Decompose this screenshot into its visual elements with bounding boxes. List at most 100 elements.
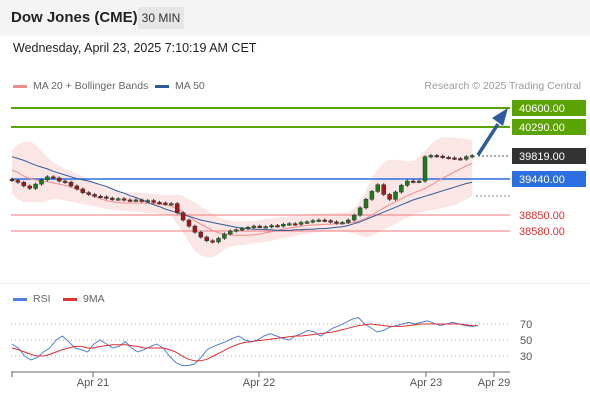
x-axis-label: Apr 22: [243, 377, 275, 389]
price-label: 40600.00: [519, 103, 565, 115]
price-tag: [512, 148, 586, 164]
candle-down: [104, 196, 109, 199]
candle-down: [210, 240, 215, 243]
candle-up: [33, 183, 38, 189]
candle-up: [39, 179, 44, 185]
candle-up: [216, 238, 221, 243]
candle-up: [310, 220, 316, 223]
candle-down: [51, 176, 56, 179]
candle-up: [428, 155, 434, 158]
datetime-label: Wednesday, April 23, 2025 7:10:19 AM CET: [13, 41, 257, 55]
legend-ma20: MA 20 + Bollinger Bands: [13, 80, 148, 92]
timeframe-button[interactable]: 30 MIN: [138, 7, 184, 29]
x-axis-label: Apr 21: [77, 377, 109, 389]
candle-up: [239, 228, 245, 231]
candle-down: [410, 180, 416, 183]
candle-up: [304, 221, 310, 224]
candle-down: [192, 225, 198, 233]
price-tag: [512, 100, 586, 116]
rsi-9ma-line: [11, 323, 478, 362]
rsi-line: [11, 317, 479, 367]
price-label: 39819.00: [519, 151, 565, 163]
candle-down: [80, 188, 86, 193]
candle-up: [375, 184, 381, 192]
candle-up: [422, 156, 428, 182]
candle-down: [322, 219, 327, 222]
candle-down: [86, 192, 91, 195]
candle-down: [98, 196, 103, 199]
price-tag: [512, 119, 586, 135]
candle-up: [169, 203, 174, 206]
price-label: 38850.00: [519, 210, 565, 222]
candle-up: [133, 199, 139, 202]
legend-ma20-label: MA 20 + Bollinger Bands: [33, 80, 149, 92]
candle-down: [186, 219, 192, 227]
candle-up: [316, 219, 322, 222]
candle-up: [393, 191, 398, 200]
candle-down: [9, 178, 15, 181]
candle-down: [381, 184, 386, 195]
price-label: 40290.00: [519, 122, 565, 134]
candle-up: [405, 180, 410, 186]
candle-up: [245, 227, 251, 230]
candle-down: [127, 199, 133, 202]
candle-up: [45, 176, 50, 181]
candle-down: [21, 182, 27, 187]
candle-down: [74, 185, 80, 190]
candle-down: [292, 223, 298, 226]
credit-text: Research © 2025 Trading Central: [424, 80, 581, 92]
candle-down: [458, 158, 463, 161]
candle-down: [157, 202, 162, 205]
price-tag: [512, 171, 586, 187]
candle-down: [446, 157, 451, 160]
header-bar: Dow Jones (CME) 30 MIN: [0, 0, 590, 36]
legend-9ma: 9MA: [63, 293, 105, 305]
legend-rsi: RSI: [13, 293, 51, 305]
candle-down: [110, 197, 115, 200]
candle-up: [269, 225, 274, 228]
bollinger-band-area: [12, 137, 473, 258]
price-label: 38580.00: [519, 226, 565, 238]
candle-up: [357, 207, 363, 216]
price-label: 39440.00: [519, 174, 565, 186]
forecast-arrow-head: [492, 108, 508, 126]
candle-down: [62, 180, 68, 183]
candle-down: [198, 231, 204, 238]
candle-up: [115, 198, 121, 201]
candle-up: [351, 214, 357, 221]
candle-up: [281, 224, 286, 227]
candle-up: [346, 219, 351, 223]
x-axis-label: Apr 23: [410, 377, 442, 389]
candle-up: [369, 191, 375, 200]
candle-up: [228, 230, 233, 235]
legend-9ma-label: 9MA: [83, 293, 105, 305]
candle-down: [121, 198, 127, 201]
candle-up: [416, 180, 422, 183]
candle-down: [334, 221, 339, 224]
candle-down: [163, 202, 168, 205]
legend-rsi-label: RSI: [33, 293, 51, 305]
candle-down: [92, 194, 97, 197]
ma20-swatch: [13, 84, 27, 88]
candle-up: [251, 225, 257, 228]
candle-down: [440, 155, 445, 158]
ma50-swatch: [155, 84, 169, 88]
candle-down: [15, 180, 21, 183]
legend-ma50: MA 50: [155, 80, 205, 92]
rsi-axis-label: 70: [520, 319, 532, 331]
panel-separator: [0, 283, 590, 284]
candle-down: [151, 200, 156, 203]
legend-ma50-label: MA 50: [175, 80, 205, 92]
rsi-axis-label: 50: [520, 335, 532, 347]
candle-down: [180, 212, 186, 221]
candle-down: [139, 199, 145, 202]
candle-up: [363, 199, 369, 209]
candle-up: [399, 185, 404, 193]
candle-down: [257, 225, 263, 228]
x-axis-label: Apr 29: [478, 377, 510, 389]
candle-down: [56, 177, 62, 182]
candle-down: [68, 182, 74, 187]
candle-down: [204, 236, 209, 241]
candle-down: [275, 225, 280, 228]
